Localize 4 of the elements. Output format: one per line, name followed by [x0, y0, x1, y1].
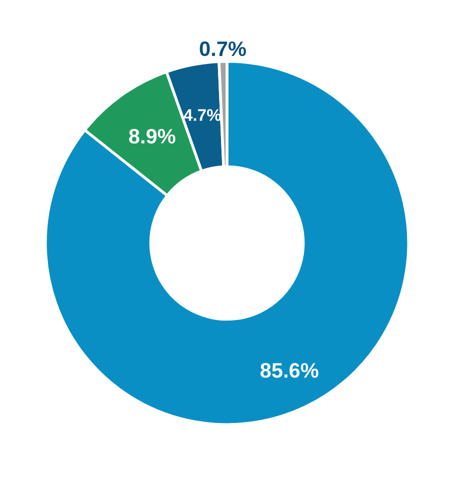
data-label: 85.6%: [260, 363, 318, 378]
donut-slice: [44, 60, 410, 426]
data-label: 8.9%: [129, 128, 176, 144]
data-label: 0.7%: [200, 41, 246, 56]
